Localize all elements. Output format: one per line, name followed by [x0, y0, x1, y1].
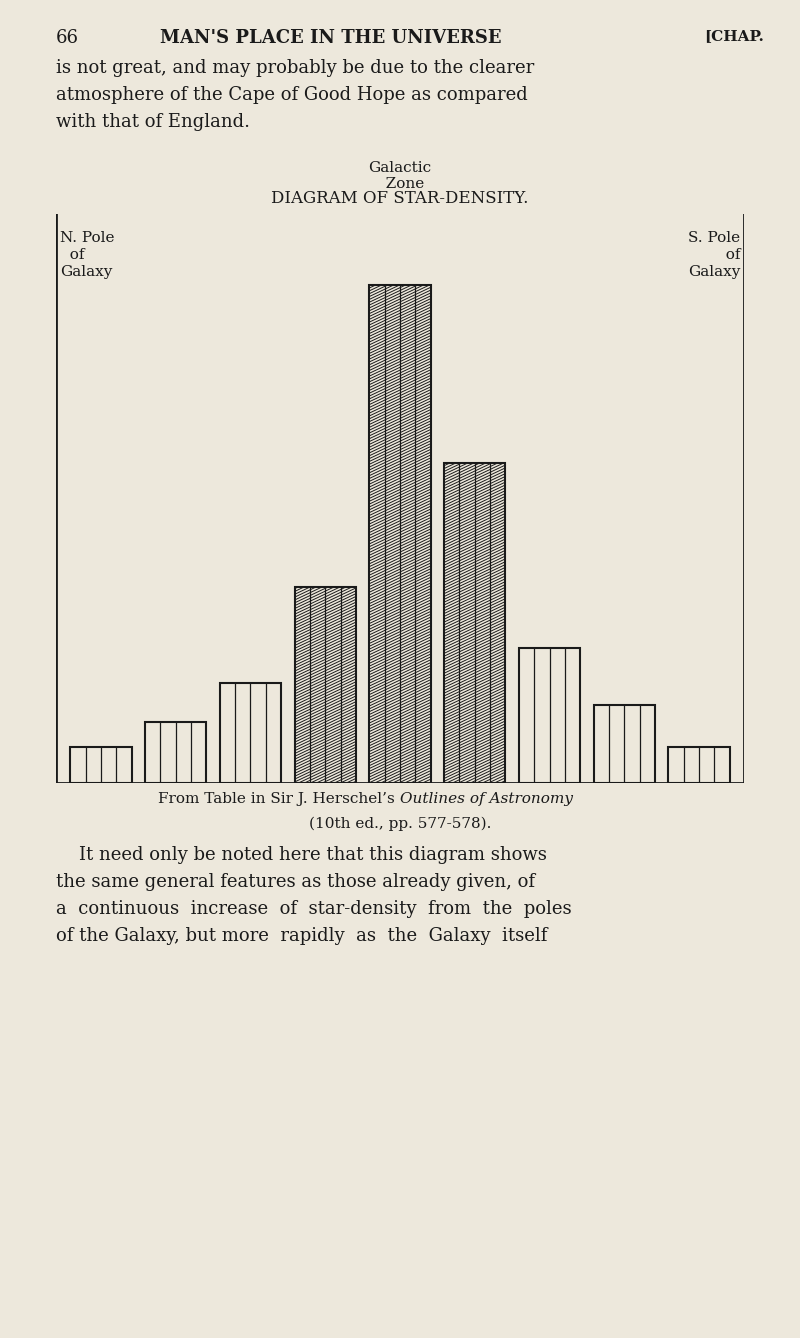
- Bar: [519, 648, 580, 783]
- Text: [CHAP.: [CHAP.: [704, 29, 764, 43]
- Bar: [220, 684, 281, 783]
- Text: Galactic
  Zone: Galactic Zone: [369, 161, 431, 191]
- Bar: [594, 705, 655, 783]
- Text: is not great, and may probably be due to the clearer
atmosphere of the Cape of G: is not great, and may probably be due to…: [56, 59, 534, 131]
- Text: (10th ed., pp. 577-578).: (10th ed., pp. 577-578).: [309, 816, 491, 831]
- Text: Outlines of Astronomy: Outlines of Astronomy: [400, 792, 573, 805]
- Text: MAN'S PLACE IN THE UNIVERSE: MAN'S PLACE IN THE UNIVERSE: [160, 29, 502, 47]
- Bar: [669, 747, 730, 783]
- Bar: [145, 723, 206, 783]
- Text: S. Pole
  of
Galaxy: S. Pole of Galaxy: [688, 231, 740, 278]
- Bar: [294, 587, 356, 783]
- Text: 66: 66: [56, 29, 79, 47]
- Text: From Table in Sir J. Herschel’s: From Table in Sir J. Herschel’s: [158, 792, 400, 805]
- Bar: [444, 463, 506, 783]
- Text: DIAGRAM OF STAR-DENSITY.: DIAGRAM OF STAR-DENSITY.: [271, 190, 529, 207]
- Bar: [70, 747, 131, 783]
- Text: N. Pole
  of
Galaxy: N. Pole of Galaxy: [60, 231, 114, 278]
- Text: It need only be noted here that this diagram shows
the same general features as : It need only be noted here that this dia…: [56, 846, 572, 945]
- Bar: [370, 285, 430, 783]
